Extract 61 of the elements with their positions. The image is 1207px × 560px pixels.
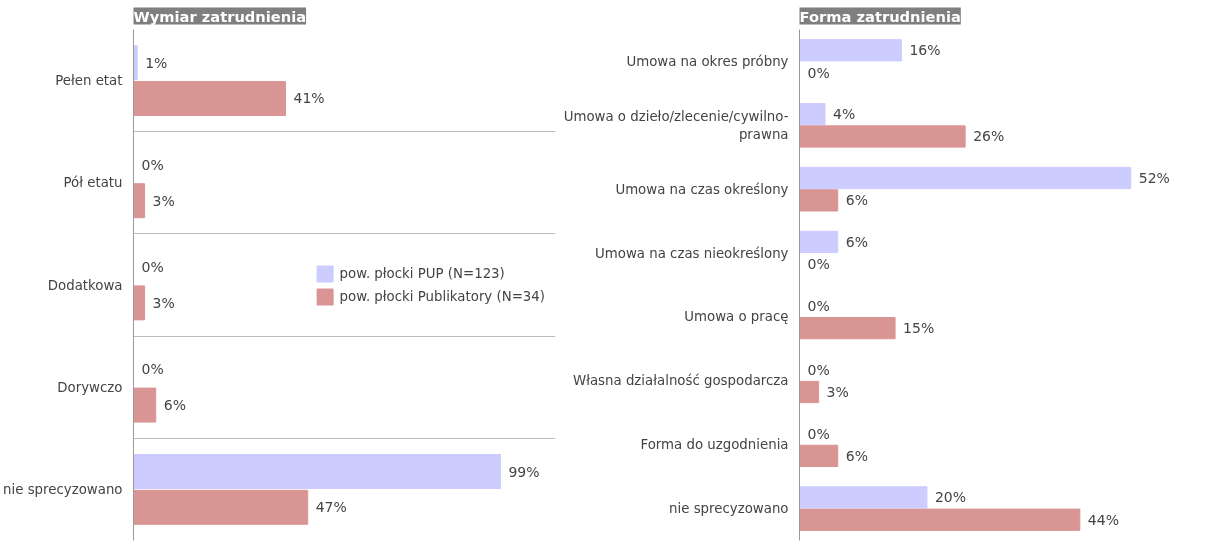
data-label: 99% (508, 463, 540, 480)
data-label: 20% (934, 489, 967, 506)
y-tick-label: Umowa o dzieło/zlecenie/cywilno- prawna (563, 108, 789, 142)
bar (799, 380, 820, 404)
bar (799, 486, 928, 509)
data-label: 6% (163, 397, 186, 414)
data-label: 6% (845, 233, 868, 250)
bar (799, 39, 902, 62)
bar (133, 489, 309, 525)
y-tick-label: Dodatkowa (47, 277, 123, 293)
data-label: 0% (141, 259, 164, 276)
data-label: 1% (145, 54, 168, 71)
y-tick-label: Umowa na czas określony (615, 181, 789, 197)
bar (799, 444, 839, 467)
data-label: 3% (152, 294, 175, 311)
bar (799, 103, 826, 126)
data-label: 52% (1138, 170, 1170, 187)
data-label: 0% (141, 156, 164, 173)
y-tick-label: Umowa na czas nieokreślony (595, 245, 789, 261)
y-tick-label: Forma do uzgodnienia (640, 437, 789, 453)
legend-label: pow. płocki PUP (N=123) (339, 265, 505, 281)
bar (799, 166, 1132, 190)
data-label: 0% (141, 361, 164, 378)
data-label: 16% (909, 42, 941, 59)
data-label: 0% (807, 64, 830, 81)
legend-label: pow. płocki Publikatory (N=34) (339, 288, 545, 304)
y-tick-label: Umowa o pracę (684, 309, 789, 325)
bar (799, 317, 896, 340)
data-label: 15% (903, 320, 935, 337)
bar (799, 189, 839, 212)
bar (133, 45, 138, 81)
data-label: 44% (1087, 511, 1119, 528)
y-tick-label: Pełen etat (55, 73, 123, 89)
y-tick-label: Własna działalność gospodarcza (573, 373, 789, 389)
y-tick-label: nie sprecyzowano (3, 481, 123, 497)
data-label: 41% (293, 90, 325, 107)
data-label: 3% (826, 383, 849, 400)
data-label: 0% (807, 297, 830, 314)
data-label: 6% (845, 447, 868, 464)
chart-title: Forma zatrudnienia (799, 7, 961, 25)
data-label: 0% (807, 425, 830, 442)
data-label: 47% (315, 499, 347, 516)
data-label: 6% (845, 192, 868, 209)
bar (799, 508, 1081, 531)
data-label: 0% (807, 361, 830, 378)
data-label: 26% (973, 128, 1005, 145)
data-label: 3% (152, 192, 175, 209)
y-tick-label: Dorywczo (57, 379, 123, 395)
y-tick-label: nie sprecyzowano (669, 501, 789, 517)
chart-title: Wymiar zatrudnienia (133, 7, 307, 25)
bar (799, 230, 839, 253)
bar (799, 125, 966, 148)
bar (133, 454, 501, 490)
bar (133, 80, 286, 116)
bar (133, 183, 146, 219)
bar (133, 387, 157, 423)
data-label: 0% (807, 256, 830, 273)
y-tick-label: Pół etatu (63, 175, 123, 191)
bar (133, 285, 146, 321)
data-label: 4% (832, 106, 856, 123)
y-tick-label: Umowa na okres próbny (626, 53, 789, 69)
